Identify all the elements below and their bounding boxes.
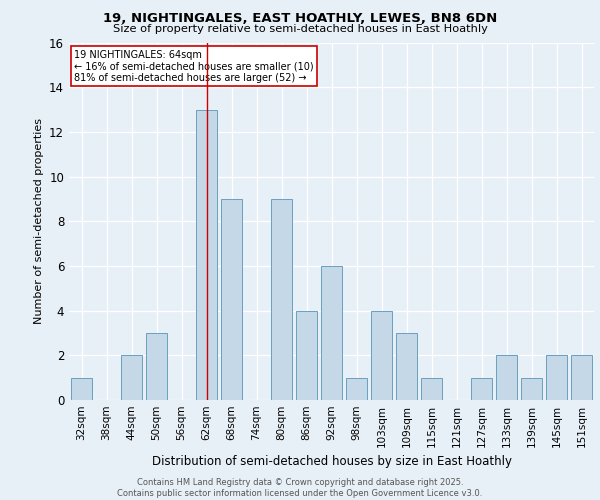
Bar (146, 333, 167, 400)
Bar (521, 378, 542, 400)
Text: 19, NIGHTINGALES, EAST HOATHLY, LEWES, BN8 6DN: 19, NIGHTINGALES, EAST HOATHLY, LEWES, B… (103, 12, 497, 26)
X-axis label: Distribution of semi-detached houses by size in East Hoathly: Distribution of semi-detached houses by … (151, 456, 511, 468)
Bar (346, 378, 367, 400)
Text: 19 NIGHTINGALES: 64sqm
← 16% of semi-detached houses are smaller (10)
81% of sem: 19 NIGHTINGALES: 64sqm ← 16% of semi-det… (74, 50, 314, 83)
Bar (496, 356, 517, 400)
Bar (571, 356, 592, 400)
Bar (471, 378, 492, 400)
Bar (396, 333, 417, 400)
Bar (196, 110, 217, 400)
Bar (421, 378, 442, 400)
Y-axis label: Number of semi-detached properties: Number of semi-detached properties (34, 118, 44, 324)
Bar (71, 378, 92, 400)
Bar (296, 310, 317, 400)
Bar (546, 356, 567, 400)
Bar (121, 356, 142, 400)
Text: Size of property relative to semi-detached houses in East Hoathly: Size of property relative to semi-detach… (113, 24, 487, 34)
Text: Contains HM Land Registry data © Crown copyright and database right 2025.
Contai: Contains HM Land Registry data © Crown c… (118, 478, 482, 498)
Bar (271, 199, 292, 400)
Bar (221, 199, 242, 400)
Bar (321, 266, 342, 400)
Bar (371, 310, 392, 400)
